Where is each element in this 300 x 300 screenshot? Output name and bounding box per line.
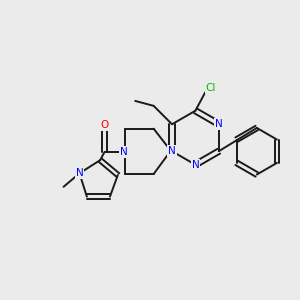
Text: Cl: Cl [206,83,216,93]
Text: N: N [215,119,223,129]
Text: N: N [76,168,83,178]
Text: N: N [191,160,199,170]
Text: N: N [120,147,128,157]
Text: N: N [168,146,176,156]
Text: O: O [100,121,109,130]
